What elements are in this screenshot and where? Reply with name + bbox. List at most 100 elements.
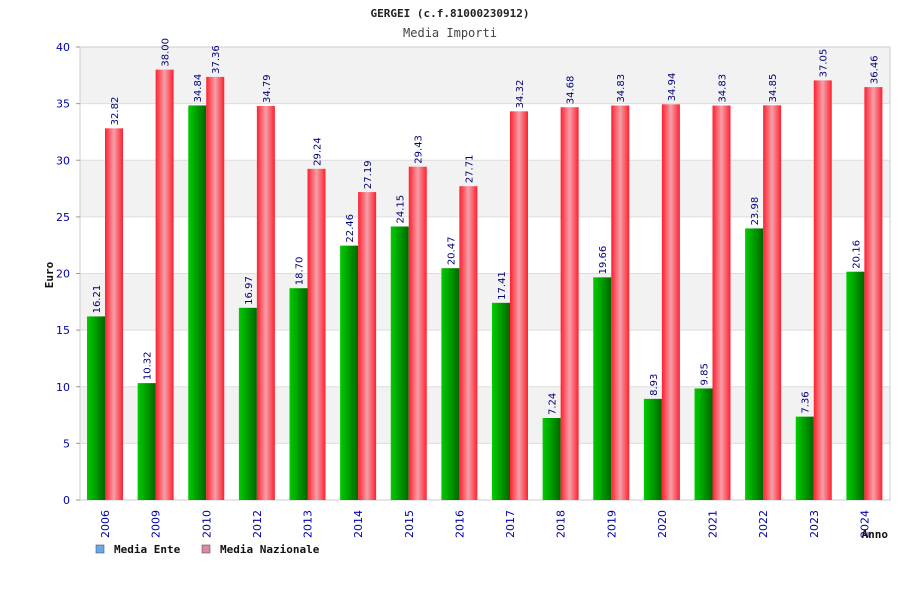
x-axis-label: Anno — [862, 528, 889, 541]
data-label-media-nazionale-2022: 34.85 — [768, 74, 779, 103]
x-tick-label-2018: 2018 — [555, 510, 568, 538]
bar-media-ente-2006 — [87, 316, 105, 500]
bar-media-nazionale-2010 — [206, 76, 225, 500]
data-label-media-ente-2015: 24.15 — [396, 195, 407, 224]
y-tick-label: 10 — [56, 381, 70, 394]
y-tick-label: 40 — [56, 41, 70, 54]
bar-media-ente-2010 — [188, 105, 207, 500]
bar-media-nazionale-2012 — [256, 106, 275, 501]
x-tick-label-2010: 2010 — [200, 510, 213, 538]
data-label-media-ente-2018: 7.24 — [548, 393, 559, 415]
x-tick-label-2015: 2015 — [403, 510, 416, 538]
data-label-media-ente-2010: 34.84 — [193, 74, 204, 103]
bar-media-nazionale-2020 — [661, 104, 680, 500]
bar-media-ente-2017 — [492, 302, 510, 500]
data-label-media-ente-2009: 10.32 — [143, 351, 154, 380]
data-label-media-ente-2024: 20.16 — [851, 240, 862, 269]
bar-media-ente-2023 — [795, 416, 814, 500]
bar-media-ente-2021 — [694, 388, 713, 500]
bar-media-ente-2014 — [340, 245, 359, 500]
y-tick-label: 5 — [63, 437, 70, 450]
data-label-media-nazionale-2012: 34.79 — [262, 74, 273, 103]
bar-media-nazionale-2006 — [105, 128, 123, 500]
data-label-media-ente-2021: 9.85 — [700, 363, 711, 385]
data-label-media-nazionale-2018: 34.68 — [566, 76, 577, 105]
y-tick-label: 25 — [56, 211, 70, 224]
data-label-media-nazionale-2017: 34.32 — [515, 80, 526, 109]
bar-media-ente-2022 — [745, 228, 764, 500]
y-tick-label: 35 — [56, 98, 70, 111]
x-tick-label-2012: 2012 — [251, 510, 264, 538]
y-tick-label: 30 — [56, 154, 70, 167]
x-axis: 2006 2009 2010 2012 2013 2014 2015 2016 2017 2018… — [99, 510, 871, 538]
x-tick-label-2016: 2016 — [453, 510, 466, 538]
bar-media-ente-2019 — [593, 277, 612, 500]
y-tick-label: 15 — [56, 324, 70, 337]
x-tick-label-2023: 2023 — [808, 510, 821, 538]
y-tick-label: 20 — [56, 268, 70, 281]
bar-media-nazionale-2016 — [459, 186, 478, 500]
bar-media-nazionale-2013 — [307, 168, 326, 500]
bar-media-nazionale-2019 — [611, 105, 630, 501]
x-tick-label-2014: 2014 — [352, 510, 365, 538]
x-tick-label-2022: 2022 — [757, 510, 770, 538]
x-tick-label-2009: 2009 — [150, 510, 163, 538]
data-label-media-ente-2019: 19.66 — [598, 246, 609, 275]
bar-media-ente-2018 — [542, 418, 561, 500]
bars — [87, 69, 883, 501]
data-label-media-nazionale-2016: 27.71 — [464, 155, 475, 184]
data-label-media-ente-2020: 8.93 — [649, 374, 660, 396]
data-label-media-nazionale-2015: 29.43 — [414, 135, 425, 164]
bar-media-nazionale-2021 — [712, 105, 731, 501]
y-axis-label: Euro — [43, 261, 56, 288]
x-tick-label-2019: 2019 — [605, 510, 618, 538]
chart-title: GERGEI (c.f.81000230912) — [371, 7, 530, 20]
data-label-media-nazionale-2019: 34.83 — [616, 74, 627, 103]
data-label-media-nazionale-2021: 34.83 — [718, 74, 729, 103]
bar-media-ente-2012 — [238, 307, 257, 500]
data-label-media-nazionale-2014: 27.19 — [363, 160, 374, 189]
data-label-media-ente-2014: 22.46 — [345, 214, 356, 243]
x-tick-label-2013: 2013 — [302, 510, 315, 538]
bar-media-nazionale-2015 — [408, 166, 427, 500]
y-tick-label: 0 — [63, 494, 70, 507]
bar-media-nazionale-2018 — [560, 107, 579, 501]
bar-media-nazionale-2014 — [358, 192, 377, 501]
data-label-media-nazionale-2023: 37.05 — [819, 49, 830, 78]
x-tick-label-2021: 2021 — [707, 510, 720, 538]
chart-subtitle: Media Importi — [403, 26, 497, 40]
data-label-media-ente-2013: 18.70 — [295, 257, 306, 286]
data-label-media-ente-2023: 7.36 — [801, 391, 812, 413]
legend-swatch-media-nazionale — [201, 544, 211, 554]
bar-media-ente-2009 — [137, 383, 156, 500]
data-label-media-ente-2012: 16.97 — [244, 276, 255, 305]
bar-media-nazionale-2017 — [510, 111, 528, 501]
data-labels: 16.21 32.82 10.32 38.00 34.84 37.36 16.97 34.79… — [92, 38, 880, 415]
data-label-media-ente-2016: 20.47 — [446, 237, 457, 266]
bar-media-ente-2020 — [643, 398, 662, 500]
data-label-media-nazionale-2010: 37.36 — [211, 45, 222, 74]
bar-media-ente-2013 — [289, 288, 308, 500]
legend: Media Ente Media Nazionale — [95, 543, 320, 556]
bar-media-ente-2024 — [846, 271, 865, 500]
bar-media-nazionale-2009 — [155, 69, 174, 501]
data-label-media-nazionale-2013: 29.24 — [313, 137, 324, 166]
data-label-media-nazionale-2009: 38.00 — [161, 38, 172, 67]
data-label-media-nazionale-2006: 32.82 — [110, 97, 121, 126]
x-tick-label-2017: 2017 — [504, 510, 517, 538]
bar-media-nazionale-2022 — [763, 105, 782, 500]
data-label-media-nazionale-2020: 34.94 — [667, 73, 678, 102]
bar-media-nazionale-2024 — [864, 87, 883, 500]
bar-media-nazionale-2023 — [813, 80, 832, 500]
data-label-media-nazionale-2024: 36.46 — [869, 55, 880, 84]
bar-media-ente-2015 — [390, 226, 409, 500]
data-label-media-ente-2017: 17.41 — [497, 271, 508, 300]
legend-swatch-media-ente — [95, 544, 105, 554]
y-axis: 0 5 10 15 20 25 30 35 40 — [56, 41, 80, 507]
x-tick-label-2024: 2024 — [858, 510, 871, 538]
bar-media-ente-2016 — [441, 268, 460, 500]
data-label-media-ente-2022: 23.98 — [750, 197, 761, 226]
x-tick-label-2020: 2020 — [656, 510, 669, 538]
legend-label-media-nazionale: Media Nazionale — [220, 543, 320, 556]
